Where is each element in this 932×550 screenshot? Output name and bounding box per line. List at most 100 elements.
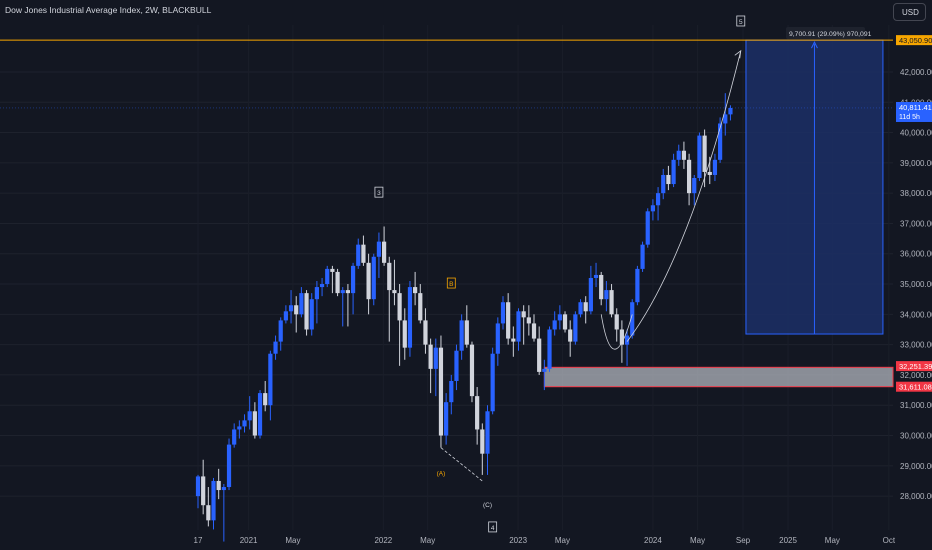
candle [578, 299, 583, 318]
candle-body [356, 244, 361, 266]
candle [392, 259, 397, 306]
candle [537, 326, 542, 375]
candle [350, 262, 356, 315]
candle [495, 317, 500, 366]
candle [444, 393, 449, 445]
price-tick-label: 35,000.00 [900, 280, 932, 289]
candle-body [712, 159, 718, 175]
candle [201, 459, 206, 515]
candle [433, 338, 438, 397]
candle-body [361, 244, 366, 263]
candle [692, 174, 697, 206]
candle-body [413, 287, 418, 294]
candle [237, 420, 242, 439]
candle-body [206, 505, 211, 521]
price-tick-label: 31,000.00 [900, 401, 932, 410]
candle [428, 338, 433, 394]
candle [624, 329, 630, 366]
candle-body [537, 338, 542, 372]
candle [723, 93, 728, 136]
candle-body [661, 174, 666, 194]
candle-body [319, 284, 325, 288]
candle [242, 414, 247, 433]
candle [671, 153, 676, 188]
candle-body [278, 320, 283, 342]
candle-body [237, 426, 242, 430]
candle-body [288, 305, 294, 312]
candle-body [480, 429, 485, 454]
candle-body [268, 353, 273, 406]
time-tick-label: May [420, 536, 435, 545]
projection-arc [626, 50, 742, 342]
wave-label-4: 4 [491, 525, 495, 532]
candle-body [723, 114, 728, 124]
candle [309, 293, 314, 336]
candle [506, 293, 511, 345]
candle [593, 262, 599, 288]
candle-body [201, 476, 206, 506]
candle [438, 335, 444, 448]
candle-body [371, 256, 376, 300]
candle-body [583, 302, 588, 312]
candle [247, 396, 252, 430]
candle-body [242, 420, 247, 427]
candle-body [423, 320, 428, 345]
candle [226, 438, 232, 491]
candle [542, 359, 547, 391]
zone-top-tag: 32,251.39 [899, 362, 932, 371]
wave-label-b: B [449, 281, 453, 288]
candle [655, 187, 661, 221]
candle-body [655, 193, 661, 206]
candle-body [444, 402, 449, 436]
wave-label-5-box [736, 15, 746, 27]
candle [252, 402, 257, 439]
candle [599, 271, 604, 306]
candle [650, 199, 656, 221]
candle [423, 308, 428, 354]
price-tick-label: 29,000.00 [900, 462, 932, 471]
candle [480, 423, 485, 475]
candle-body [619, 329, 624, 345]
candle [547, 326, 552, 372]
candle-body [418, 293, 423, 321]
candle-body [578, 302, 583, 315]
currency-button[interactable]: USD [893, 3, 926, 21]
zone-bottom-tag: 31,611.08 [899, 383, 932, 392]
projection-arc-arrowhead [734, 49, 742, 59]
candle-body [226, 444, 232, 488]
chart-title: Dow Jones Industrial Average Index, 2W, … [5, 5, 212, 15]
candle-body [381, 241, 387, 263]
candle-body [588, 277, 593, 312]
price-tick-label: 28,000.00 [900, 492, 932, 501]
price-tick-label: 32,000.00 [900, 371, 932, 380]
candle [485, 405, 490, 475]
candle [516, 308, 521, 351]
candle-body [697, 135, 702, 179]
candle [345, 284, 351, 327]
candle-body [526, 317, 531, 324]
candle-body [340, 290, 345, 294]
wave-label-c: (C) [483, 502, 492, 509]
time-tick-label: 2024 [644, 536, 662, 545]
candle-body [469, 344, 475, 397]
candle [221, 483, 226, 542]
candle [387, 256, 392, 342]
candle [604, 281, 609, 312]
wave-label-a: (A) [437, 470, 446, 477]
price-tick-label: 39,000.00 [900, 159, 932, 168]
candle-body [247, 411, 252, 421]
candle [371, 253, 376, 306]
candle [206, 487, 211, 527]
candle [283, 305, 288, 324]
candle-body [283, 311, 288, 321]
wave-label-3-box [374, 186, 384, 198]
candle-body [485, 411, 490, 454]
wave-label-3: 3 [377, 190, 381, 197]
current-price-tag: 40,811.41 [899, 103, 932, 112]
candle-body [686, 159, 692, 194]
candle-body [568, 329, 573, 342]
candle [263, 380, 268, 412]
price-tick-label: 33,000.00 [900, 341, 932, 350]
candle [500, 296, 506, 330]
